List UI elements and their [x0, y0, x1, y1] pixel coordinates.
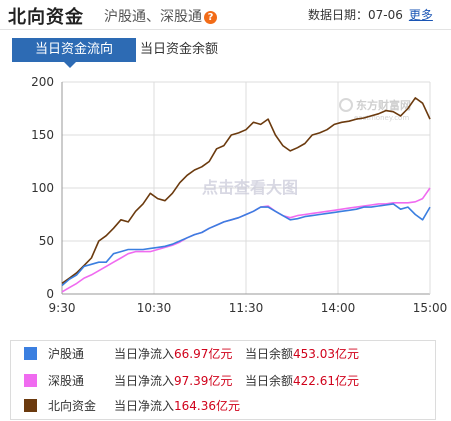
subtitle-separator: 、 [146, 9, 160, 25]
legend-swatch-sz [24, 374, 37, 387]
subtitle: 沪股通、深股通? [104, 6, 217, 26]
y-tick-labels: 200 150 100 50 0 [31, 75, 54, 301]
net-label: 当日净流入 [114, 347, 175, 361]
x-tick-label: 11:30 [229, 301, 264, 315]
legend-row-sz: 深股通 当日净流入97.39亿元 当日余额422.61亿元 [11, 370, 437, 392]
legend-net: 当日净流入97.39亿元 [114, 370, 232, 392]
date-label: 数据日期：07-06 [308, 8, 403, 22]
logo-sub: eastmoney.com [354, 114, 409, 122]
legend-name: 北向资金 [48, 399, 97, 413]
net-value: 66.97亿元 [174, 347, 233, 361]
net-value: 164.36亿元 [174, 399, 241, 413]
legend-swatch-north [24, 399, 37, 412]
x-tick-label: 15:00 [413, 301, 448, 315]
x-tick-label: 9:30 [49, 301, 76, 315]
balance-value: 453.03亿元 [293, 347, 360, 361]
logo-mark: 东方财富网 eastmoney.com [339, 98, 411, 122]
page-title: 北向资金 [8, 7, 84, 28]
north-flow-chart[interactable]: 200 150 100 50 0 9:30 10:30 11:30 14:00 15:00 点击… [0, 72, 451, 320]
active-tab-arrow [64, 62, 76, 68]
tab-daily-balance[interactable]: 当日资金余额 [140, 42, 219, 57]
header-divider [0, 29, 451, 30]
x-tick-label: 14:00 [321, 301, 356, 315]
series-line-1 [61, 203, 431, 287]
legend-net: 当日净流入66.97亿元 [114, 343, 232, 365]
legend-balance: 当日余额422.61亿元 [245, 370, 359, 392]
series-line-0 [61, 97, 431, 285]
subtitle-sh-link[interactable]: 沪股通 [104, 9, 146, 25]
net-label: 当日净流入 [114, 374, 175, 388]
balance-label: 当日余额 [245, 374, 294, 388]
x-tick-label: 10:30 [137, 301, 172, 315]
more-link[interactable]: 更多 [408, 8, 433, 22]
subtitle-sz-link[interactable]: 深股通 [160, 9, 202, 25]
date-area: 数据日期：07-06 更多 [308, 6, 433, 23]
chart-watermark: 点击查看大图 [202, 178, 298, 197]
tab-daily-flow[interactable]: 当日资金流向 [12, 38, 136, 62]
legend-name: 深股通 [48, 374, 85, 388]
balance-value: 422.61亿元 [293, 374, 360, 388]
legend-row-sh: 沪股通 当日净流入66.97亿元 当日余额453.03亿元 [11, 343, 437, 365]
logo-text: 东方财富网 [356, 98, 411, 112]
y-tick-label: 200 [31, 75, 54, 89]
balance-label: 当日余额 [245, 347, 294, 361]
legend-net: 当日净流入164.36亿元 [114, 395, 240, 417]
legend-row-north: 北向资金 当日净流入164.36亿元 [11, 395, 437, 417]
legend-name: 沪股通 [48, 347, 85, 361]
y-tick-label: 100 [31, 181, 54, 195]
y-tick-label: 50 [39, 234, 54, 248]
y-tick-label: 150 [31, 128, 54, 142]
help-icon[interactable]: ? [204, 11, 217, 24]
net-label: 当日净流入 [114, 399, 175, 413]
x-tick-labels: 9:30 10:30 11:30 14:00 15:00 [49, 301, 448, 315]
legend-swatch-sh [24, 347, 37, 360]
y-tick-label: 0 [46, 287, 54, 301]
legend-balance: 当日余额453.03亿元 [245, 343, 359, 365]
series-lines [61, 97, 431, 293]
legend-panel: 沪股通 当日净流入66.97亿元 当日余额453.03亿元 深股通 当日净流入9… [10, 340, 436, 420]
net-value: 97.39亿元 [174, 374, 233, 388]
